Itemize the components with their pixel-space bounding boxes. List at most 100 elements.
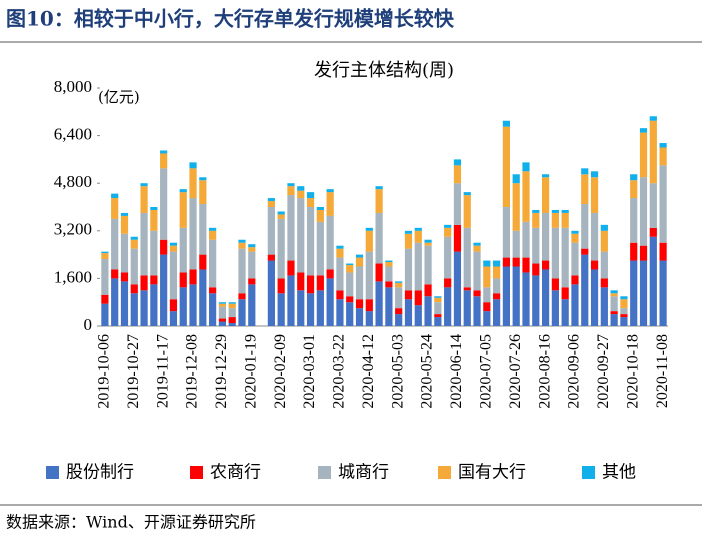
legend-label: 城商行: [338, 463, 389, 483]
bar-segment: [199, 254, 207, 270]
bar-segment: [424, 239, 432, 243]
bar-segment: [444, 224, 452, 228]
bar-segment: [444, 236, 452, 279]
bar-segment: [346, 272, 354, 297]
bar-segment: [483, 260, 491, 267]
bar-segment: [404, 299, 413, 326]
bar-segment: [199, 204, 207, 255]
bar-segment: [424, 296, 432, 326]
bar-segment: [375, 281, 383, 326]
bar-segment: [600, 230, 608, 252]
bar-segment: [375, 189, 383, 213]
bar-segment: [130, 239, 138, 249]
y-tick-label: 6,400: [54, 125, 92, 144]
bar-segment: [365, 227, 373, 231]
bar-segment: [453, 165, 462, 184]
bar-segment: [659, 165, 667, 243]
bar-segment: [414, 305, 422, 326]
bar-segment: [512, 230, 520, 258]
x-tick-label: 2020-08-16: [536, 334, 553, 409]
bar-segment: [561, 287, 569, 300]
legend-label: 农商行: [210, 463, 261, 483]
bar-segment: [218, 302, 227, 304]
bar-segment: [620, 314, 628, 318]
bar-segment: [120, 281, 129, 326]
x-tick-label: 2020-09-27: [595, 334, 612, 409]
bar-segment: [179, 272, 187, 288]
x-tick-label: 2020-05-03: [389, 334, 406, 409]
bar-segment: [493, 278, 501, 294]
bar-segment: [228, 303, 236, 309]
x-tick-label: 2020-05-24: [419, 334, 436, 409]
bar-segment: [581, 254, 589, 326]
bar-segment: [434, 317, 442, 326]
bar-segment: [277, 293, 285, 326]
bar-segment: [297, 272, 305, 291]
bar-segment: [502, 120, 511, 127]
bar-segment: [561, 212, 569, 228]
bar-segment: [610, 311, 618, 315]
legend-swatch: [582, 466, 595, 479]
bar-segment: [493, 299, 501, 326]
bar-segment: [590, 177, 599, 213]
bar-segment: [267, 254, 275, 261]
bar-segment: [600, 224, 608, 231]
legend-swatch: [438, 466, 451, 479]
bar-segment: [551, 278, 559, 291]
bar-segment: [463, 290, 471, 326]
bar-segment: [444, 287, 452, 326]
bar-segment: [512, 174, 520, 184]
bar-segment: [209, 230, 217, 240]
bar-segment: [130, 284, 138, 294]
bar-segment: [248, 244, 256, 248]
bar-segment: [248, 278, 256, 285]
bar-segment: [571, 275, 579, 285]
bar-segment: [375, 263, 383, 282]
bar-segment: [160, 239, 168, 255]
bar-segment: [326, 189, 334, 193]
bar-segment: [267, 207, 275, 255]
y-tick-label: 0: [84, 315, 93, 334]
bar-segment: [444, 278, 452, 288]
bar-segment: [639, 132, 648, 178]
bar-segment: [649, 183, 657, 228]
bar-segment: [160, 254, 168, 326]
bar-segment: [630, 260, 638, 326]
x-tick-label: 2020-03-01: [301, 334, 318, 409]
x-tick-label: 2020-11-08: [654, 334, 671, 408]
bar-segment: [150, 207, 158, 210]
bar-segment: [336, 257, 344, 291]
bar-segment: [483, 302, 491, 312]
bar-segment: [101, 294, 109, 304]
bar-segment: [414, 230, 422, 243]
bar-segment: [248, 284, 256, 326]
bar-segment: [150, 284, 158, 326]
bar-segment: [404, 233, 413, 249]
bar-segment: [532, 212, 540, 228]
bar-segment: [218, 318, 227, 322]
bar-segment: [120, 215, 129, 234]
bar-segment: [639, 245, 648, 261]
bar-segment: [120, 233, 129, 273]
bar-segment: [659, 147, 667, 166]
bar-segment: [179, 192, 187, 228]
x-tick-label: 2020-06-14: [448, 334, 465, 409]
bar-segment: [630, 180, 638, 199]
bar-segment: [267, 260, 275, 326]
bar-segment: [395, 308, 403, 315]
bar-segment: [541, 177, 550, 213]
bar-segment: [179, 189, 187, 193]
bar-segment: [649, 120, 657, 184]
bar-segment: [140, 212, 148, 276]
bar-segment: [140, 183, 148, 187]
bar-segment: [493, 260, 501, 267]
bar-segment: [404, 230, 413, 234]
legend-swatch: [46, 466, 59, 479]
bar-segment: [463, 227, 471, 288]
bar-segment: [160, 150, 168, 154]
bar-segment: [228, 302, 236, 304]
bar-segment: [590, 269, 599, 326]
bar-segment: [140, 275, 148, 291]
bar-segment: [581, 204, 589, 249]
bar-segment: [512, 183, 520, 231]
